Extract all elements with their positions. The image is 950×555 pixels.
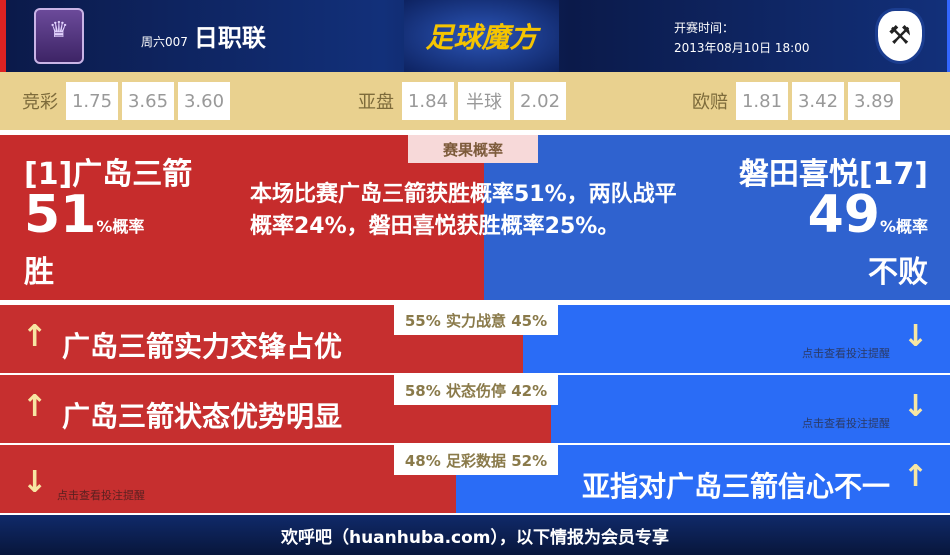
away-team-name: 磐田喜悦[17] bbox=[738, 157, 928, 192]
match-number: 周六007 bbox=[141, 35, 188, 49]
odds-group-european: 欧赔 1.81 3.42 3.89 bbox=[692, 82, 900, 120]
odds-label: 亚盘 bbox=[358, 92, 394, 113]
kickoff-time: 2013年08月10日 18:00 bbox=[674, 41, 810, 55]
odds-label: 竞彩 bbox=[22, 92, 58, 113]
away-result: 不败 bbox=[868, 255, 928, 290]
odds-value: 1.81 bbox=[736, 82, 788, 120]
row-headline: 广岛三箭状态优势明显 bbox=[62, 400, 343, 433]
home-pct-value: 51 bbox=[24, 185, 97, 245]
comparison-badge: 55% 实力战意 45% bbox=[394, 305, 558, 335]
kickoff-info: 开赛时间： 2013年08月10日 18:00 bbox=[674, 18, 809, 58]
home-panel bbox=[0, 135, 484, 300]
arrow-up-icon: ↑ bbox=[22, 319, 48, 354]
pct-suffix: %概率 bbox=[96, 217, 145, 236]
odds-value: 3.89 bbox=[848, 82, 900, 120]
league-name: 日职联 bbox=[193, 24, 266, 52]
odds-value: 2.02 bbox=[514, 82, 566, 120]
analysis-row[interactable]: 55% 实力战意 45% ↑ 广岛三箭实力交锋占优 ↓ 点击查看投注提醒 bbox=[0, 305, 950, 373]
arrow-up-icon: ↑ bbox=[902, 459, 928, 494]
odds-label: 欧赔 bbox=[692, 92, 728, 113]
odds-group-jingcai: 竞彩 1.75 3.65 3.60 bbox=[22, 82, 230, 120]
comparison-badge: 48% 足彩数据 52% bbox=[394, 445, 558, 475]
match-header: 周六007 日职联 足球魔方 开赛时间： 2013年08月10日 18:00 bbox=[0, 0, 950, 72]
row-headline: 广岛三箭实力交锋占优 bbox=[62, 330, 343, 363]
league-info: 周六007 日职联 bbox=[141, 18, 266, 53]
odds-value: 半球 bbox=[458, 82, 510, 120]
odds-value: 3.60 bbox=[178, 82, 230, 120]
away-probability: 49%概率 bbox=[808, 185, 928, 245]
odds-group-asian: 亚盘 1.84 半球 2.02 bbox=[358, 82, 566, 120]
home-probability: 51%概率 bbox=[24, 185, 144, 245]
betting-tip-link[interactable]: 点击查看投注提醒 bbox=[802, 347, 890, 360]
betting-tip-link[interactable]: 点击查看投注提醒 bbox=[802, 417, 890, 430]
arrow-down-icon: ↓ bbox=[902, 319, 928, 354]
odds-value: 3.65 bbox=[122, 82, 174, 120]
analysis-row[interactable]: 48% 足彩数据 52% ↓ 点击查看投注提醒 亚指对广岛三箭信心不一 ↑ bbox=[0, 445, 950, 513]
odds-value: 1.84 bbox=[402, 82, 454, 120]
home-team-name: [1]广岛三箭 bbox=[24, 157, 193, 192]
result-probability-panel: 赛果概率 [1]广岛三箭 51%概率 胜 本场比赛广岛三箭获胜概率51%，两队战… bbox=[0, 135, 950, 300]
away-panel bbox=[484, 135, 950, 300]
home-team-crest bbox=[34, 8, 84, 64]
betting-tip-link[interactable]: 点击查看投注提醒 bbox=[57, 489, 145, 502]
odds-value: 3.42 bbox=[792, 82, 844, 120]
odds-bar: 竞彩 1.75 3.65 3.60 亚盘 1.84 半球 2.02 欧赔 1.8… bbox=[0, 72, 950, 130]
comparison-badge: 58% 状态伤停 42% bbox=[394, 375, 558, 405]
pct-suffix: %概率 bbox=[879, 217, 928, 236]
site-logo: 足球魔方 bbox=[404, 0, 559, 72]
probability-description: 本场比赛广岛三箭获胜概率51%，两队战平概率24%，磐田喜悦获胜概率25%。 bbox=[250, 182, 677, 239]
row-headline: 亚指对广岛三箭信心不一 bbox=[581, 470, 890, 503]
analysis-row[interactable]: 58% 状态伤停 42% ↑ 广岛三箭状态优势明显 ↓ 点击查看投注提醒 bbox=[0, 375, 950, 443]
away-team-crest bbox=[875, 8, 925, 64]
arrow-down-icon: ↓ bbox=[22, 465, 48, 500]
member-footer[interactable]: 欢呼吧（huanhuba.com），以下情报为会员专享 bbox=[0, 515, 950, 555]
away-pct-value: 49 bbox=[807, 185, 880, 245]
probability-tab: 赛果概率 bbox=[408, 135, 538, 163]
odds-value: 1.75 bbox=[66, 82, 118, 120]
home-result: 胜 bbox=[24, 255, 54, 290]
arrow-down-icon: ↓ bbox=[902, 389, 928, 424]
kickoff-label: 开赛时间： bbox=[674, 21, 735, 35]
home-share-bar bbox=[0, 445, 456, 513]
arrow-up-icon: ↑ bbox=[22, 389, 48, 424]
